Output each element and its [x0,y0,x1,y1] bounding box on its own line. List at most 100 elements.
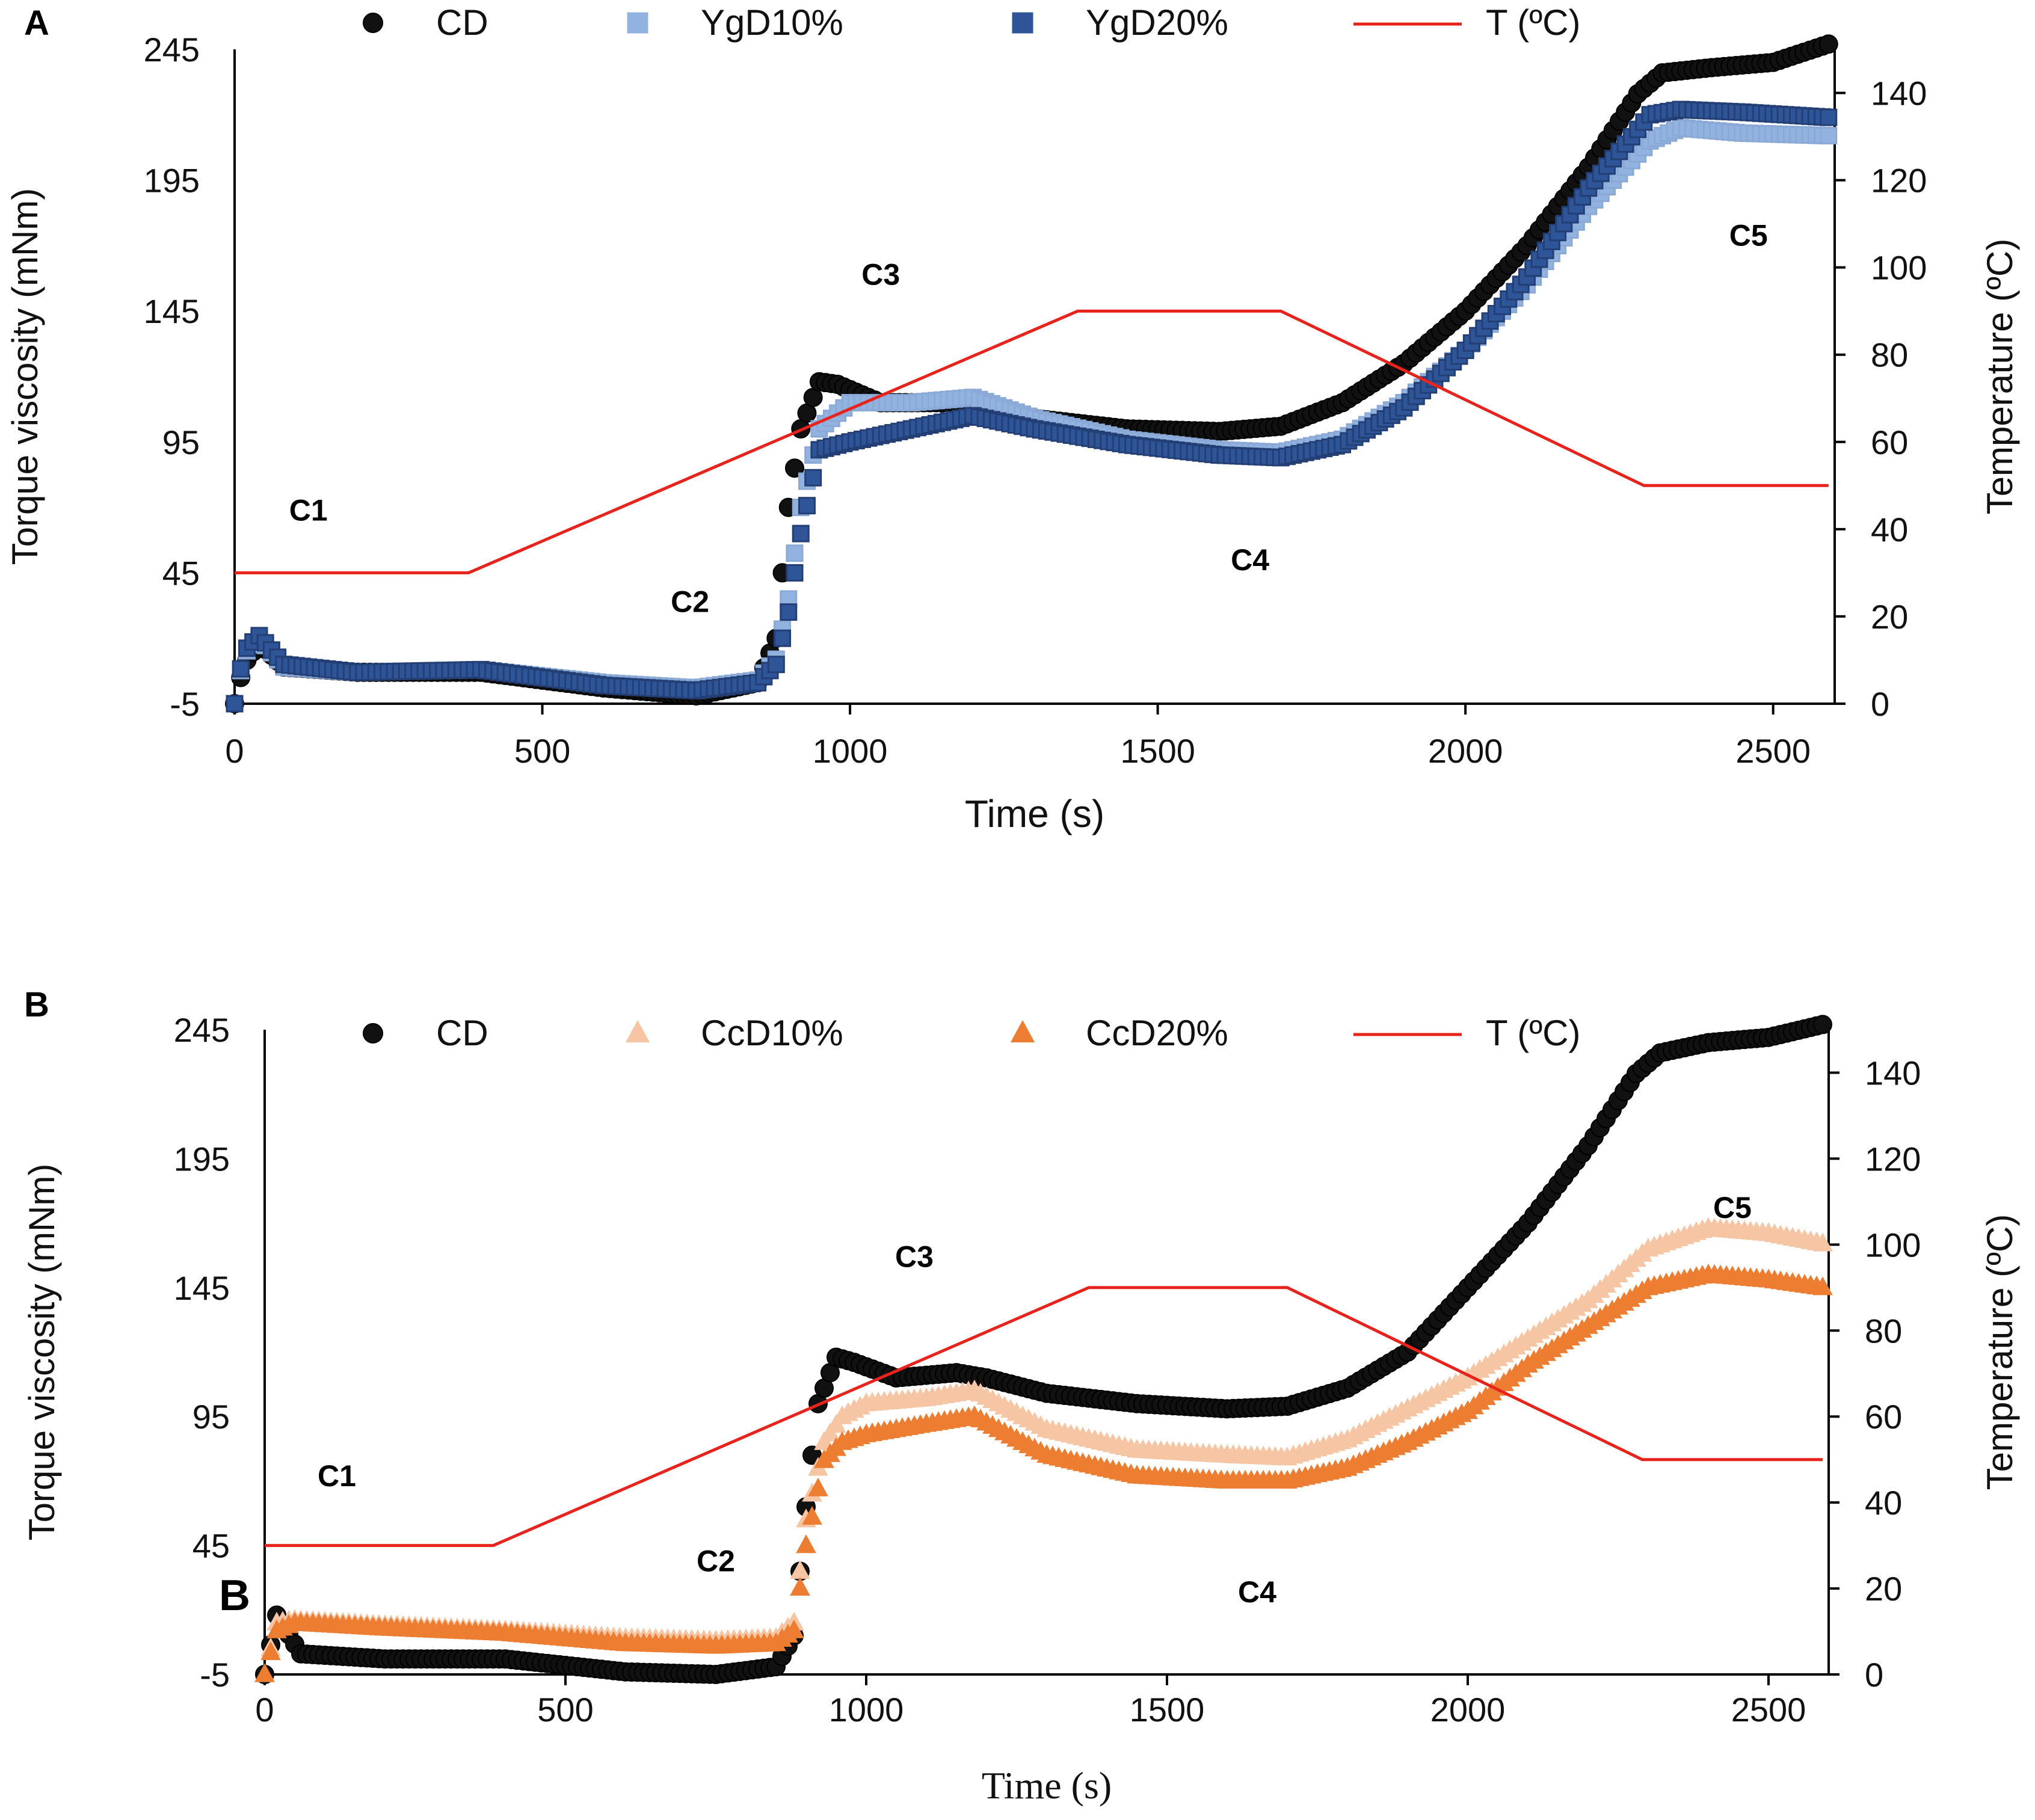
panel-label: A [24,4,49,43]
panel-label: B [24,985,49,1024]
annotation-label: C5 [1729,218,1768,252]
x-tick-label: 1500 [1120,732,1195,770]
temperature-line [265,1286,1823,1548]
series-ygd10- [226,119,1838,713]
data-point [1812,1232,1833,1252]
annotation-label: C2 [697,1544,735,1578]
y2-tick-label: 120 [1871,162,1927,200]
data-point [786,544,804,562]
legend-item: CcD20% [1010,1013,1228,1053]
annotation-label: B [219,1572,250,1620]
annotation-label: C1 [318,1459,356,1493]
data-point [260,1641,281,1661]
y-axis-title: Torque viscosity (mNm) [5,188,45,565]
data-point [802,1505,822,1525]
x-tick-label: 2000 [1430,1691,1506,1729]
x-tick-label: 500 [537,1691,593,1729]
y-tick-label: -5 [200,1656,230,1694]
y2-tick-label: 60 [1871,423,1908,461]
data-point [1818,34,1838,54]
legend-swatch [363,1023,383,1044]
legend-label: CD [436,1013,488,1053]
y2-tick-label: 40 [1871,511,1908,549]
series-cd [255,1015,1832,1684]
data-point [254,1663,275,1682]
y-tick-label: 195 [174,1140,230,1178]
legend-item: YgD10% [627,2,843,43]
data-point [1813,1015,1832,1035]
y2-tick-label: 80 [1865,1312,1902,1350]
y2-tick-label: 20 [1865,1570,1902,1608]
legend-label: T (ºC) [1486,1013,1580,1053]
x-tick-label: 1000 [813,732,888,770]
legend-item: CcD10% [625,1013,843,1053]
y-tick-label: 145 [174,1269,230,1307]
data-point [1536,241,1554,259]
series-t-c- [235,309,1829,574]
y2-tick-label: 100 [1871,249,1927,287]
y-tick-label: 95 [162,423,200,461]
y2-tick-label: 0 [1865,1656,1883,1694]
x-tick-label: 1000 [829,1691,904,1729]
legend-swatch [363,13,383,33]
y2-tick-label: 60 [1865,1398,1902,1436]
annotation-label: C4 [1238,1575,1276,1609]
data-point [232,660,250,678]
legend-item: T (ºC) [1353,1013,1580,1053]
y-axis-title: Torque viscosity (mNm) [22,1164,62,1541]
x-tick-label: 2000 [1428,732,1503,770]
y2-tick-label: 140 [1865,1054,1921,1092]
x-tick-label: 0 [225,732,244,770]
annotation-label: C4 [1231,543,1269,577]
annotation-label: C3 [895,1240,934,1273]
annotation-label: C5 [1713,1191,1752,1225]
chart-panel-b: B 0 500 1000 1500 2000 2500 -5 45 95 145 195 245 0 20 4… [22,985,2020,1807]
data-point [808,1477,828,1496]
y-tick-label: -5 [170,685,200,723]
y2-tick-label: 120 [1865,1140,1921,1178]
y2-axis-title: Temperature (ºC) [1980,239,2020,515]
legend-label: CcD10% [701,1013,843,1053]
temperature-line [235,309,1829,574]
series-cd [225,34,1838,713]
y-tick-label: 45 [192,1527,230,1565]
series-ygd20- [226,100,1838,713]
y-tick-label: 245 [174,1011,230,1049]
y2-tick-label: 80 [1871,336,1908,374]
y2-tick-label: 140 [1871,75,1927,112]
chart-panel-a: A 0 500 1000 1500 2000 2500 -5 45 95 145 195 245 0 20 4… [5,2,2020,835]
data-point [784,1619,804,1638]
y-tick-label: 95 [192,1398,230,1436]
legend-swatch [1012,12,1033,34]
annotation-label: C3 [861,258,900,292]
y-tick-label: 245 [144,31,200,69]
legend-swatch [627,12,648,34]
data-point [1820,108,1838,126]
y2-tick-label: 100 [1865,1226,1921,1264]
legend-swatch [625,1019,650,1043]
data-point [804,469,822,487]
legend-label: YgD20% [1086,2,1228,43]
x-tick-label: 500 [514,732,570,770]
x-tick-label: 2500 [1731,1691,1806,1729]
data-point [767,656,785,674]
legend-item: YgD20% [1012,2,1228,43]
data-point [790,1576,810,1596]
series-t-c- [265,1286,1823,1548]
data-point [226,695,244,713]
x-axis-title: Time (s) [965,792,1104,835]
y2-tick-label: 40 [1865,1484,1902,1522]
legend-label: CcD20% [1086,1013,1228,1053]
y-tick-label: 195 [144,162,200,200]
data-point [1820,127,1838,145]
x-tick-label: 1500 [1130,1691,1205,1729]
legend-label: T (ºC) [1486,2,1580,43]
data-point [796,1534,816,1554]
legend-item: T (ºC) [1353,2,1580,43]
data-point [780,603,798,621]
legend-label: CD [436,2,488,43]
legend-item: CD [363,1013,488,1053]
x-tick-label: 0 [255,1691,274,1729]
series-ccd20- [254,1263,1833,1682]
